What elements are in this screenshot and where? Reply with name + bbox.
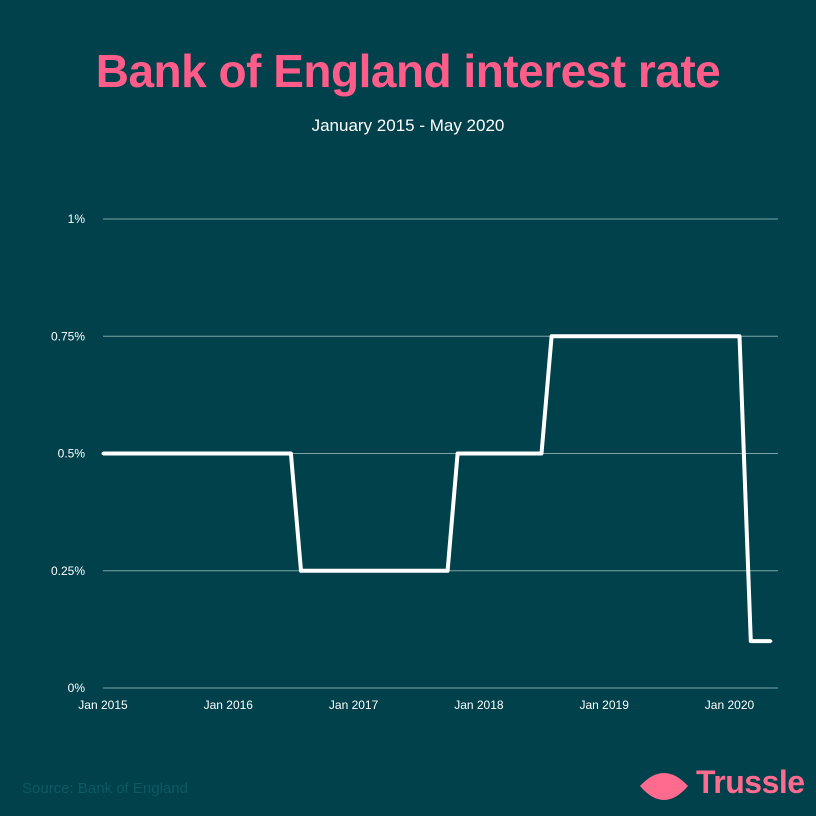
- data-point-6: [550, 334, 554, 338]
- series-line-0: [103, 334, 771, 644]
- chart-title: Bank of England interest rate: [95, 45, 721, 97]
- chart-subtitle: January 2015 - May 2020: [311, 116, 505, 135]
- y-axis: 0% 0.25% 0.5% 0.75% 1%: [51, 212, 85, 695]
- y-tick-label: 0%: [68, 681, 86, 695]
- data-point-4: [456, 452, 460, 455]
- data-point-7: [738, 334, 742, 338]
- data-point-3: [446, 569, 450, 573]
- y-tick-label: 0.75%: [51, 329, 85, 343]
- x-tick-label: Jan 2019: [580, 698, 630, 712]
- x-tick-label: Jan 2020: [705, 698, 755, 712]
- data-point-0: [101, 452, 105, 455]
- x-tick-label: Jan 2015: [78, 698, 128, 712]
- brand-logo: Trussle: [638, 762, 805, 802]
- series-layer: [101, 334, 773, 644]
- x-axis: Jan 2015 Jan 2016 Jan 2017 Jan 2018 Jan 2019…: [78, 698, 754, 712]
- data-point-1: [289, 452, 293, 455]
- y-tick-label: 0.25%: [51, 564, 85, 578]
- data-point-8: [749, 639, 753, 643]
- x-tick-label: Jan 2017: [329, 698, 379, 712]
- data-point-5: [540, 452, 544, 455]
- brand-name: Trussle: [696, 763, 805, 800]
- y-tick-label: 0.5%: [58, 447, 86, 461]
- x-tick-label: Jan 2018: [454, 698, 504, 712]
- data-point-2: [299, 569, 303, 573]
- trussle-logo-icon: [640, 773, 688, 800]
- source-note: Source: Bank of England: [22, 780, 188, 797]
- y-tick-label: 1%: [68, 212, 86, 226]
- data-point-9: [769, 639, 773, 643]
- x-tick-label: Jan 2016: [204, 698, 254, 712]
